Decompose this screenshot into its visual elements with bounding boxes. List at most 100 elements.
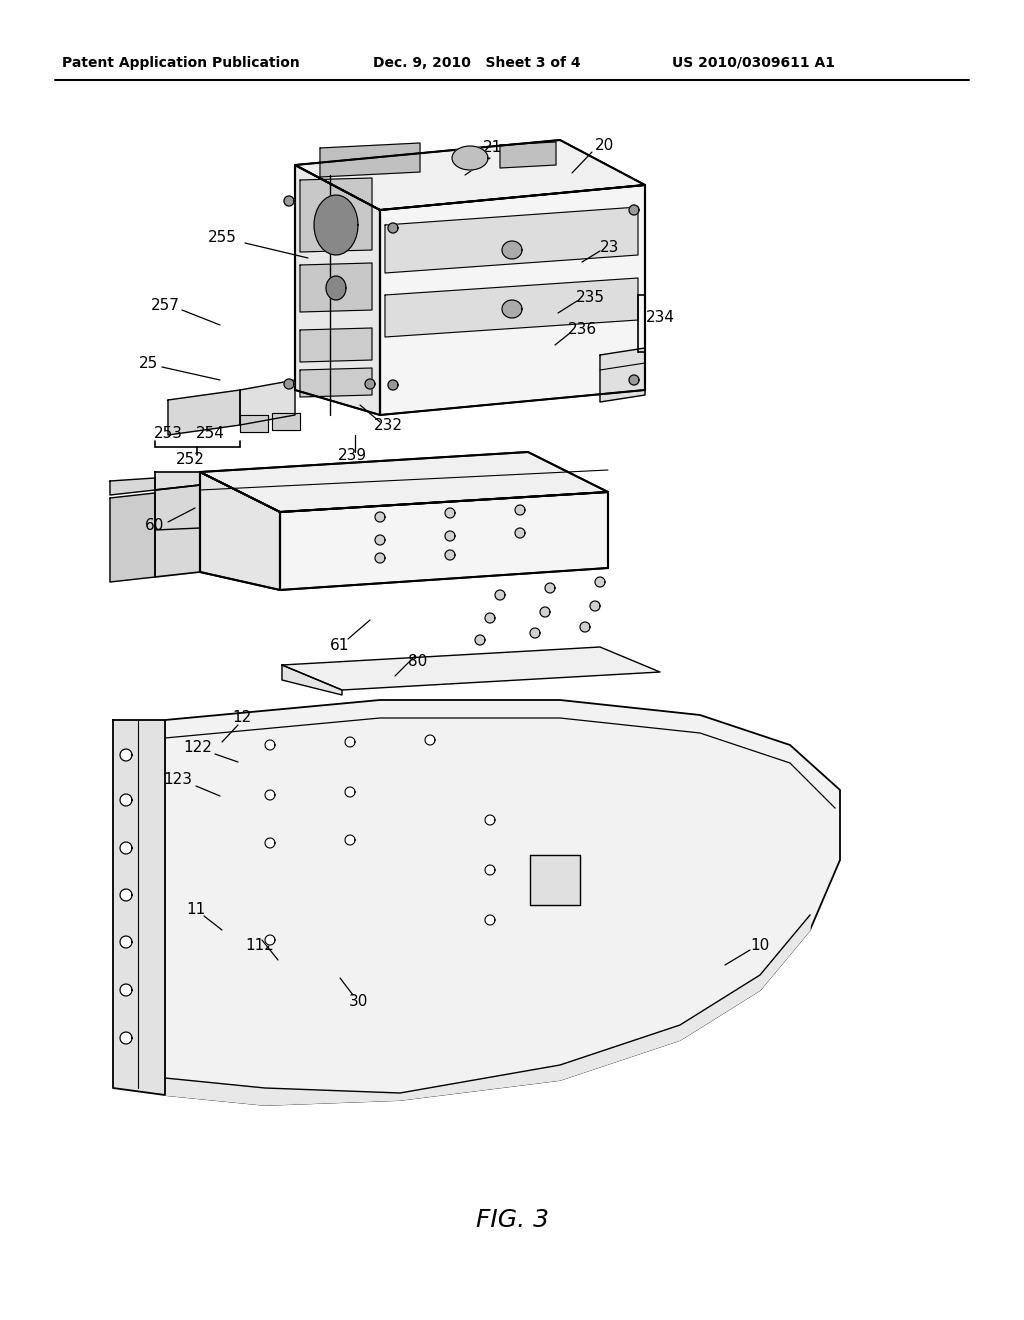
Polygon shape — [388, 380, 398, 389]
Polygon shape — [425, 735, 435, 744]
Polygon shape — [530, 855, 580, 906]
Polygon shape — [388, 223, 398, 234]
Polygon shape — [445, 531, 455, 541]
Text: 123: 123 — [164, 772, 193, 788]
Text: 23: 23 — [600, 240, 620, 256]
Polygon shape — [265, 838, 275, 847]
Polygon shape — [110, 478, 155, 495]
Polygon shape — [284, 379, 294, 389]
Text: 20: 20 — [595, 137, 614, 153]
Polygon shape — [345, 737, 355, 747]
Polygon shape — [282, 647, 660, 690]
Polygon shape — [265, 741, 275, 750]
Text: 254: 254 — [196, 425, 224, 441]
Text: 255: 255 — [208, 231, 237, 246]
Polygon shape — [113, 719, 165, 1096]
Text: 236: 236 — [567, 322, 597, 338]
Polygon shape — [345, 787, 355, 797]
Text: 25: 25 — [138, 355, 158, 371]
Polygon shape — [452, 147, 488, 170]
Polygon shape — [120, 842, 132, 854]
Polygon shape — [515, 528, 525, 539]
Polygon shape — [165, 700, 840, 1105]
Polygon shape — [120, 795, 132, 807]
Polygon shape — [265, 789, 275, 800]
Text: FIG. 3: FIG. 3 — [475, 1208, 549, 1232]
Polygon shape — [530, 628, 540, 638]
Polygon shape — [580, 622, 590, 632]
Polygon shape — [600, 348, 645, 403]
Polygon shape — [326, 276, 346, 300]
Text: 10: 10 — [751, 937, 770, 953]
Polygon shape — [629, 375, 639, 385]
Polygon shape — [380, 185, 645, 414]
Polygon shape — [300, 368, 372, 397]
Polygon shape — [265, 935, 275, 945]
Text: 80: 80 — [409, 655, 428, 669]
Text: 239: 239 — [338, 447, 367, 462]
Polygon shape — [502, 242, 522, 259]
Polygon shape — [515, 506, 525, 515]
Polygon shape — [545, 583, 555, 593]
Text: 253: 253 — [154, 425, 182, 441]
Polygon shape — [375, 553, 385, 564]
Polygon shape — [200, 473, 280, 590]
Text: Dec. 9, 2010   Sheet 3 of 4: Dec. 9, 2010 Sheet 3 of 4 — [373, 55, 581, 70]
Polygon shape — [120, 1032, 132, 1044]
Text: 21: 21 — [482, 140, 502, 156]
Polygon shape — [629, 205, 639, 215]
Polygon shape — [155, 484, 200, 577]
Polygon shape — [272, 413, 300, 430]
Text: US 2010/0309611 A1: US 2010/0309611 A1 — [672, 55, 835, 70]
Polygon shape — [314, 195, 358, 255]
Polygon shape — [595, 577, 605, 587]
Polygon shape — [540, 607, 550, 616]
Polygon shape — [475, 635, 485, 645]
Polygon shape — [200, 451, 608, 512]
Text: 232: 232 — [374, 417, 402, 433]
Polygon shape — [485, 915, 495, 925]
Polygon shape — [590, 601, 600, 611]
Polygon shape — [155, 473, 200, 490]
Polygon shape — [445, 508, 455, 517]
Polygon shape — [165, 915, 810, 1105]
Polygon shape — [284, 195, 294, 206]
Text: 61: 61 — [331, 638, 349, 652]
Polygon shape — [120, 983, 132, 997]
Text: 252: 252 — [175, 453, 205, 467]
Polygon shape — [375, 535, 385, 545]
Text: 112: 112 — [246, 939, 274, 953]
Polygon shape — [365, 379, 375, 389]
Polygon shape — [345, 836, 355, 845]
Polygon shape — [280, 492, 608, 590]
Polygon shape — [120, 888, 132, 902]
Polygon shape — [319, 143, 420, 177]
Text: 235: 235 — [575, 290, 604, 305]
Polygon shape — [385, 279, 638, 337]
Polygon shape — [485, 814, 495, 825]
Text: 257: 257 — [151, 298, 179, 314]
Polygon shape — [485, 865, 495, 875]
Text: 60: 60 — [145, 517, 165, 532]
Polygon shape — [282, 665, 342, 696]
Polygon shape — [300, 263, 372, 312]
Text: 30: 30 — [348, 994, 368, 1010]
Polygon shape — [385, 207, 638, 273]
Polygon shape — [295, 140, 645, 210]
Text: 12: 12 — [232, 710, 252, 726]
Text: 11: 11 — [186, 903, 206, 917]
Text: Patent Application Publication: Patent Application Publication — [62, 55, 300, 70]
Polygon shape — [240, 380, 295, 425]
Text: 122: 122 — [183, 741, 212, 755]
Polygon shape — [300, 178, 372, 252]
Polygon shape — [110, 492, 155, 582]
Polygon shape — [500, 143, 556, 168]
Polygon shape — [240, 414, 268, 432]
Polygon shape — [120, 936, 132, 948]
Polygon shape — [168, 389, 240, 436]
Text: 234: 234 — [645, 310, 675, 326]
Polygon shape — [295, 165, 380, 414]
Polygon shape — [445, 550, 455, 560]
Polygon shape — [485, 612, 495, 623]
Polygon shape — [502, 300, 522, 318]
